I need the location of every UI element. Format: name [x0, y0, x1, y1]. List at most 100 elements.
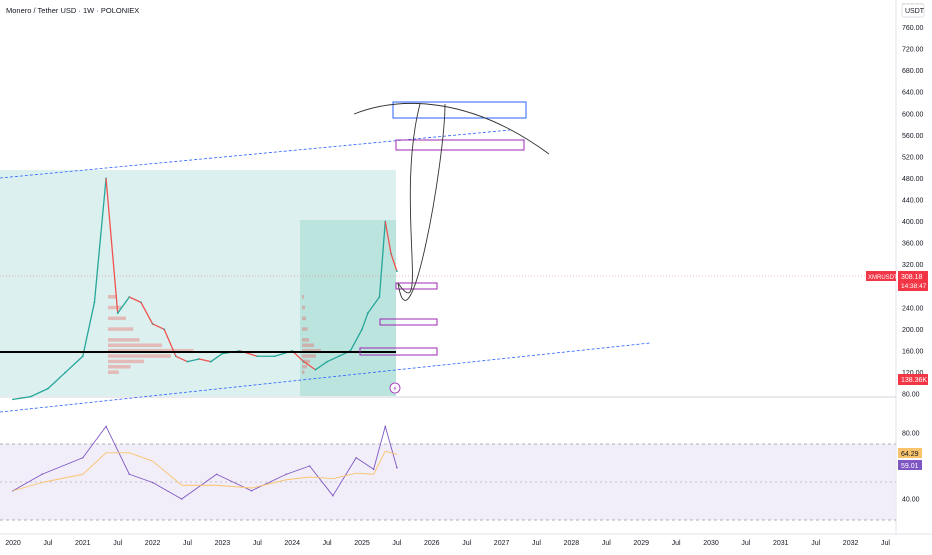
price-axis[interactable]: 800.00760.00720.00680.00640.00600.00560.…: [902, 4, 924, 399]
zone-purple-3[interactable]: [359, 347, 438, 356]
profile-bar: [302, 370, 305, 374]
price-tick-label: 640.00: [902, 90, 924, 97]
last-price-text: 308.18: [901, 274, 923, 281]
rsi-ma-segment: [82, 452, 107, 475]
last-price-badge: [898, 271, 928, 291]
price-segment: [105, 178, 119, 314]
price-segment: [117, 296, 130, 314]
time-tick-label: 2026: [424, 540, 440, 547]
lightning-icon: ⚡: [393, 385, 398, 393]
price-segment: [140, 302, 154, 325]
rsi-segment: [41, 457, 83, 475]
rsi-badge-text: 59.01: [901, 463, 919, 470]
rsi-segment: [152, 482, 182, 500]
rsi-segment: [384, 426, 398, 468]
zone-purple-1[interactable]: [395, 282, 438, 290]
price-segment: [210, 353, 223, 363]
time-tick-label: Jul: [811, 540, 820, 547]
profile-bar: [108, 327, 134, 331]
profile-bar: [108, 305, 122, 310]
profile-bar: [108, 370, 119, 374]
symbol-title[interactable]: Monero / Tether USD · 1W · POLONIEX: [6, 6, 140, 15]
profile-bar: [302, 359, 310, 364]
price-tick-label: 240.00: [902, 305, 924, 312]
profile-bar: [302, 295, 304, 299]
volume-badge: [898, 374, 928, 385]
rsi-badge: [898, 460, 922, 470]
profile-bar: [108, 316, 126, 321]
profile-bar: [108, 354, 171, 358]
price-segment: [47, 371, 66, 390]
price-tick-label: 440.00: [902, 198, 924, 205]
price-segment: [187, 358, 200, 363]
rsi-ma-segment: [41, 473, 83, 483]
time-tick-label: Jul: [462, 540, 471, 547]
price-tick-label: 400.00: [902, 219, 924, 226]
price-tick-label: 360.00: [902, 241, 924, 248]
price-segment: [12, 396, 31, 401]
price-segment: [175, 355, 188, 363]
rsi-segment: [105, 426, 130, 475]
profile-bar: [302, 365, 307, 369]
zone-purple-2[interactable]: [379, 318, 438, 326]
price-tick-label: 560.00: [902, 133, 924, 140]
time-tick-label: 2028: [564, 540, 580, 547]
rsi-ma-segment: [385, 450, 398, 455]
price-segment: [30, 388, 49, 398]
time-tick-label: 2024: [284, 540, 300, 547]
price-segment: [390, 253, 398, 272]
profile-bar: [108, 343, 162, 347]
price-segment: [129, 296, 142, 303]
rsi-ma-segment: [356, 472, 374, 475]
time-tick-label: 2029: [633, 540, 649, 547]
time-tick-label: 2023: [215, 540, 231, 547]
projection-path-outer: [397, 103, 446, 301]
price-tick-label: 680.00: [902, 68, 924, 75]
price-segment: [384, 221, 392, 255]
currency-label: USDT: [905, 8, 925, 15]
price-tick-label: 120.00: [902, 370, 924, 377]
time-tick-label: 2030: [703, 540, 719, 547]
rsi-segment: [181, 473, 217, 500]
rsi-point: [396, 466, 398, 469]
time-tick-label: Jul: [323, 540, 332, 547]
time-tick-label: 2032: [843, 540, 859, 547]
time-tick-label: Jul: [602, 540, 611, 547]
rsi-segment: [286, 465, 310, 475]
currency-box[interactable]: [901, 3, 925, 18]
rsi-segment: [332, 457, 357, 496]
time-tick-label: Jul: [183, 540, 192, 547]
time-tick-label: Jul: [532, 540, 541, 547]
time-tick-label: 2020: [5, 540, 21, 547]
rsi-axis[interactable]: 80.00 40.00: [902, 431, 920, 504]
rsi-segment: [82, 426, 107, 459]
price-tick-label: 600.00: [902, 111, 924, 118]
price-tick-label: 200.00: [902, 327, 924, 334]
target-zone-blue[interactable]: [392, 101, 527, 119]
rsi-ma-segment: [286, 476, 310, 481]
countdown-text: 14:38:47: [901, 283, 927, 290]
channel-lower-line: [0, 342, 651, 413]
rsi-segment: [12, 473, 43, 492]
time-tick-label: Jul: [741, 540, 750, 547]
time-tick-label: Jul: [253, 540, 262, 547]
resistance-zone-purple-top[interactable]: [395, 139, 525, 151]
price-tick-label: 520.00: [902, 154, 924, 161]
time-axis[interactable]: 2020 Jul 2021 Jul 2022 Jul 2023 Jul 2024 Jul 2025 J…: [5, 540, 890, 547]
price-segment: [315, 361, 328, 371]
price-tick-label: 760.00: [902, 25, 924, 32]
symbol-badge-text: XMRUSDT: [868, 275, 898, 281]
rsi-ma-segment: [251, 479, 287, 489]
rsi-tick-label: 40.00: [902, 497, 920, 504]
time-tick-label: Jul: [672, 540, 681, 547]
rsi-ma-segment: [373, 450, 386, 475]
profile-bar: [302, 343, 314, 347]
rsi-ma-segment: [216, 484, 252, 489]
price-segment: [303, 361, 316, 371]
time-tick-label: Jul: [113, 540, 122, 547]
event-marker-icon[interactable]: [389, 382, 401, 394]
time-tick-label: Jul: [392, 540, 401, 547]
price-segment: [361, 312, 369, 330]
